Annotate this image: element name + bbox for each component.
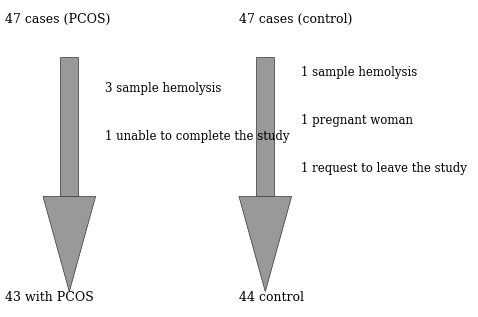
Text: 3 sample hemolysis: 3 sample hemolysis bbox=[105, 82, 221, 95]
Text: 43 with PCOS: 43 with PCOS bbox=[5, 291, 94, 304]
Polygon shape bbox=[239, 197, 292, 292]
Text: 47 cases (PCOS): 47 cases (PCOS) bbox=[5, 13, 110, 26]
Text: 1 request to leave the study: 1 request to leave the study bbox=[301, 161, 467, 175]
Text: 47 cases (control): 47 cases (control) bbox=[239, 13, 352, 26]
Text: 1 sample hemolysis: 1 sample hemolysis bbox=[301, 66, 417, 80]
Text: 1 pregnant woman: 1 pregnant woman bbox=[301, 114, 413, 127]
Bar bbox=[60, 57, 78, 197]
Polygon shape bbox=[43, 197, 96, 292]
Bar bbox=[256, 57, 274, 197]
Text: 44 control: 44 control bbox=[239, 291, 304, 304]
Text: 1 unable to complete the study: 1 unable to complete the study bbox=[105, 130, 289, 143]
